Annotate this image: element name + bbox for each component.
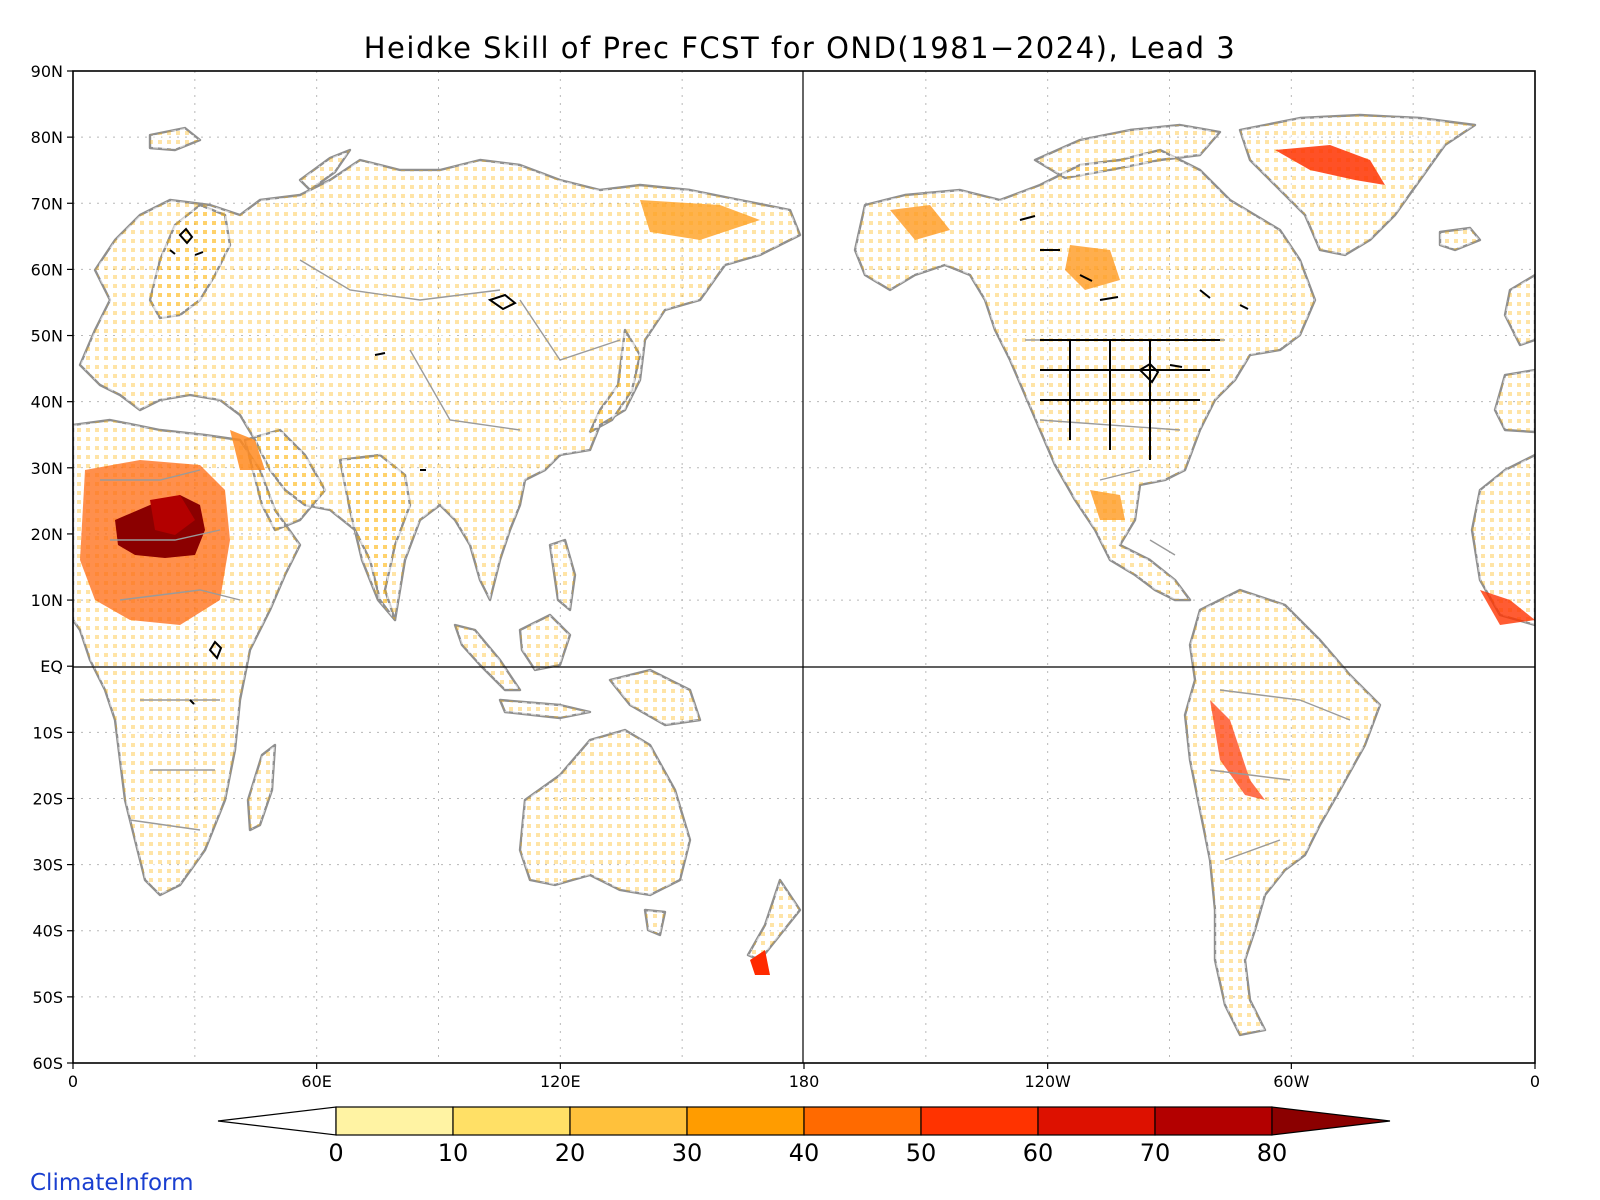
speckle-overlay <box>455 625 520 690</box>
speckle-overlay <box>1185 590 1380 1035</box>
lakes-and-rivers <box>169 215 1249 705</box>
colorbar-segment <box>920 1106 1039 1136</box>
lat-tick-label: 30S <box>32 856 63 875</box>
lat-tick-label: 10N <box>31 591 63 610</box>
colorbar: 0 10 20 30 40 50 60 70 80 <box>217 1106 1391 1167</box>
lat-tick-label: 50N <box>31 327 63 346</box>
lon-tick-label: 60W <box>1273 1072 1309 1091</box>
colorbar-tick-label: 40 <box>789 1139 820 1167</box>
lat-tick-label: 20N <box>31 525 63 544</box>
lat-tick-label: 70N <box>31 194 63 213</box>
greenland-hot <box>1275 145 1385 185</box>
colorbar-segment <box>335 1106 454 1136</box>
lat-tick-label: 20S <box>32 789 63 808</box>
lon-tick-label: 180 <box>789 1072 820 1091</box>
ethiopia-hot <box>230 430 265 470</box>
colorbar-upper-extend <box>1271 1106 1391 1136</box>
colorbar-tick-label: 50 <box>906 1139 937 1167</box>
speckle-overlay <box>1495 370 1535 432</box>
canada-hot <box>1065 245 1120 290</box>
speckle-overlay <box>340 455 410 620</box>
colorbar-tick-label: 10 <box>438 1139 469 1167</box>
speckle-overlay <box>645 910 665 935</box>
lat-tick-label: 40N <box>31 393 63 412</box>
colorbar-segment <box>803 1106 922 1136</box>
mexico-hot <box>1090 490 1125 520</box>
speckle-overlay <box>150 128 200 150</box>
speckle-overlay <box>1035 125 1220 178</box>
speckle-overlay <box>248 745 275 830</box>
alaska-hot <box>890 205 950 240</box>
andes-hot <box>1210 700 1265 800</box>
speckle-overlay <box>520 615 570 670</box>
lon-tick-label: 0 <box>1530 1072 1540 1091</box>
speckle-overlay <box>590 330 640 432</box>
colorbar-segment <box>1154 1106 1273 1136</box>
lon-tick-label: 120E <box>540 1072 581 1091</box>
credit-label: ClimateInform <box>30 1170 194 1196</box>
colorbar-tick-label: 20 <box>555 1139 586 1167</box>
axes: 90N 80N 70N 60N 50N 40N 30N 20N 10N EQ 10S 20S 30S 40… <box>31 62 1540 1091</box>
speckle-overlay <box>1440 228 1480 250</box>
colorbar-tick-label: 60 <box>1023 1139 1054 1167</box>
speckle-overlay <box>610 670 700 725</box>
lat-tick-label: 90N <box>31 62 63 81</box>
speckle-overlay <box>520 730 690 895</box>
speckle-overlay <box>150 205 230 318</box>
speckle-overlay <box>80 160 800 620</box>
lat-tick-label: 60N <box>31 260 63 279</box>
speckle-overlay <box>855 150 1315 600</box>
speckle-overlay <box>300 150 350 190</box>
skill-speckle-texture <box>73 115 1535 1035</box>
siberia-hot <box>640 200 760 240</box>
lat-tick-label: EQ <box>40 657 63 676</box>
lat-tick-label: 30N <box>31 459 63 478</box>
colorbar-tick-label: 70 <box>1140 1139 1171 1167</box>
colorbar-tick-label: 80 <box>1257 1139 1288 1167</box>
plot-area <box>73 71 1535 1063</box>
lat-tick-label: 60S <box>32 1054 63 1073</box>
colorbar-segment <box>686 1106 805 1136</box>
lat-tick-label: 80N <box>31 128 63 147</box>
speckle-overlay <box>550 540 575 610</box>
colorbar-tick-label: 30 <box>672 1139 703 1167</box>
lat-tick-label: 40S <box>32 922 63 941</box>
speckle-overlay <box>748 880 800 960</box>
colorbar-segment <box>1037 1106 1156 1136</box>
lon-tick-label: 120W <box>1024 1072 1071 1091</box>
lon-tick-label: 60E <box>301 1072 331 1091</box>
speckle-overlay <box>500 700 590 718</box>
colorbar-tick-label: 0 <box>328 1139 343 1167</box>
lat-tick-label: 50S <box>32 988 63 1007</box>
speckle-overlay <box>245 430 325 530</box>
colorbar-segment <box>569 1106 688 1136</box>
west-africa-hot <box>1480 590 1535 625</box>
lat-tick-label: 10S <box>32 723 63 742</box>
map-title: Heidke Skill of Prec FCST for OND(1981−2… <box>364 31 1236 65</box>
colorbar-lower-extend <box>217 1106 337 1136</box>
speckle-overlay <box>1505 275 1535 345</box>
nz-hot <box>750 950 770 975</box>
chad-max-inner <box>150 495 195 535</box>
colorbar-segment <box>452 1106 571 1136</box>
high-skill-patches <box>80 145 1535 975</box>
speckle-overlay <box>1472 455 1535 625</box>
lon-tick-label: 0 <box>68 1072 78 1091</box>
